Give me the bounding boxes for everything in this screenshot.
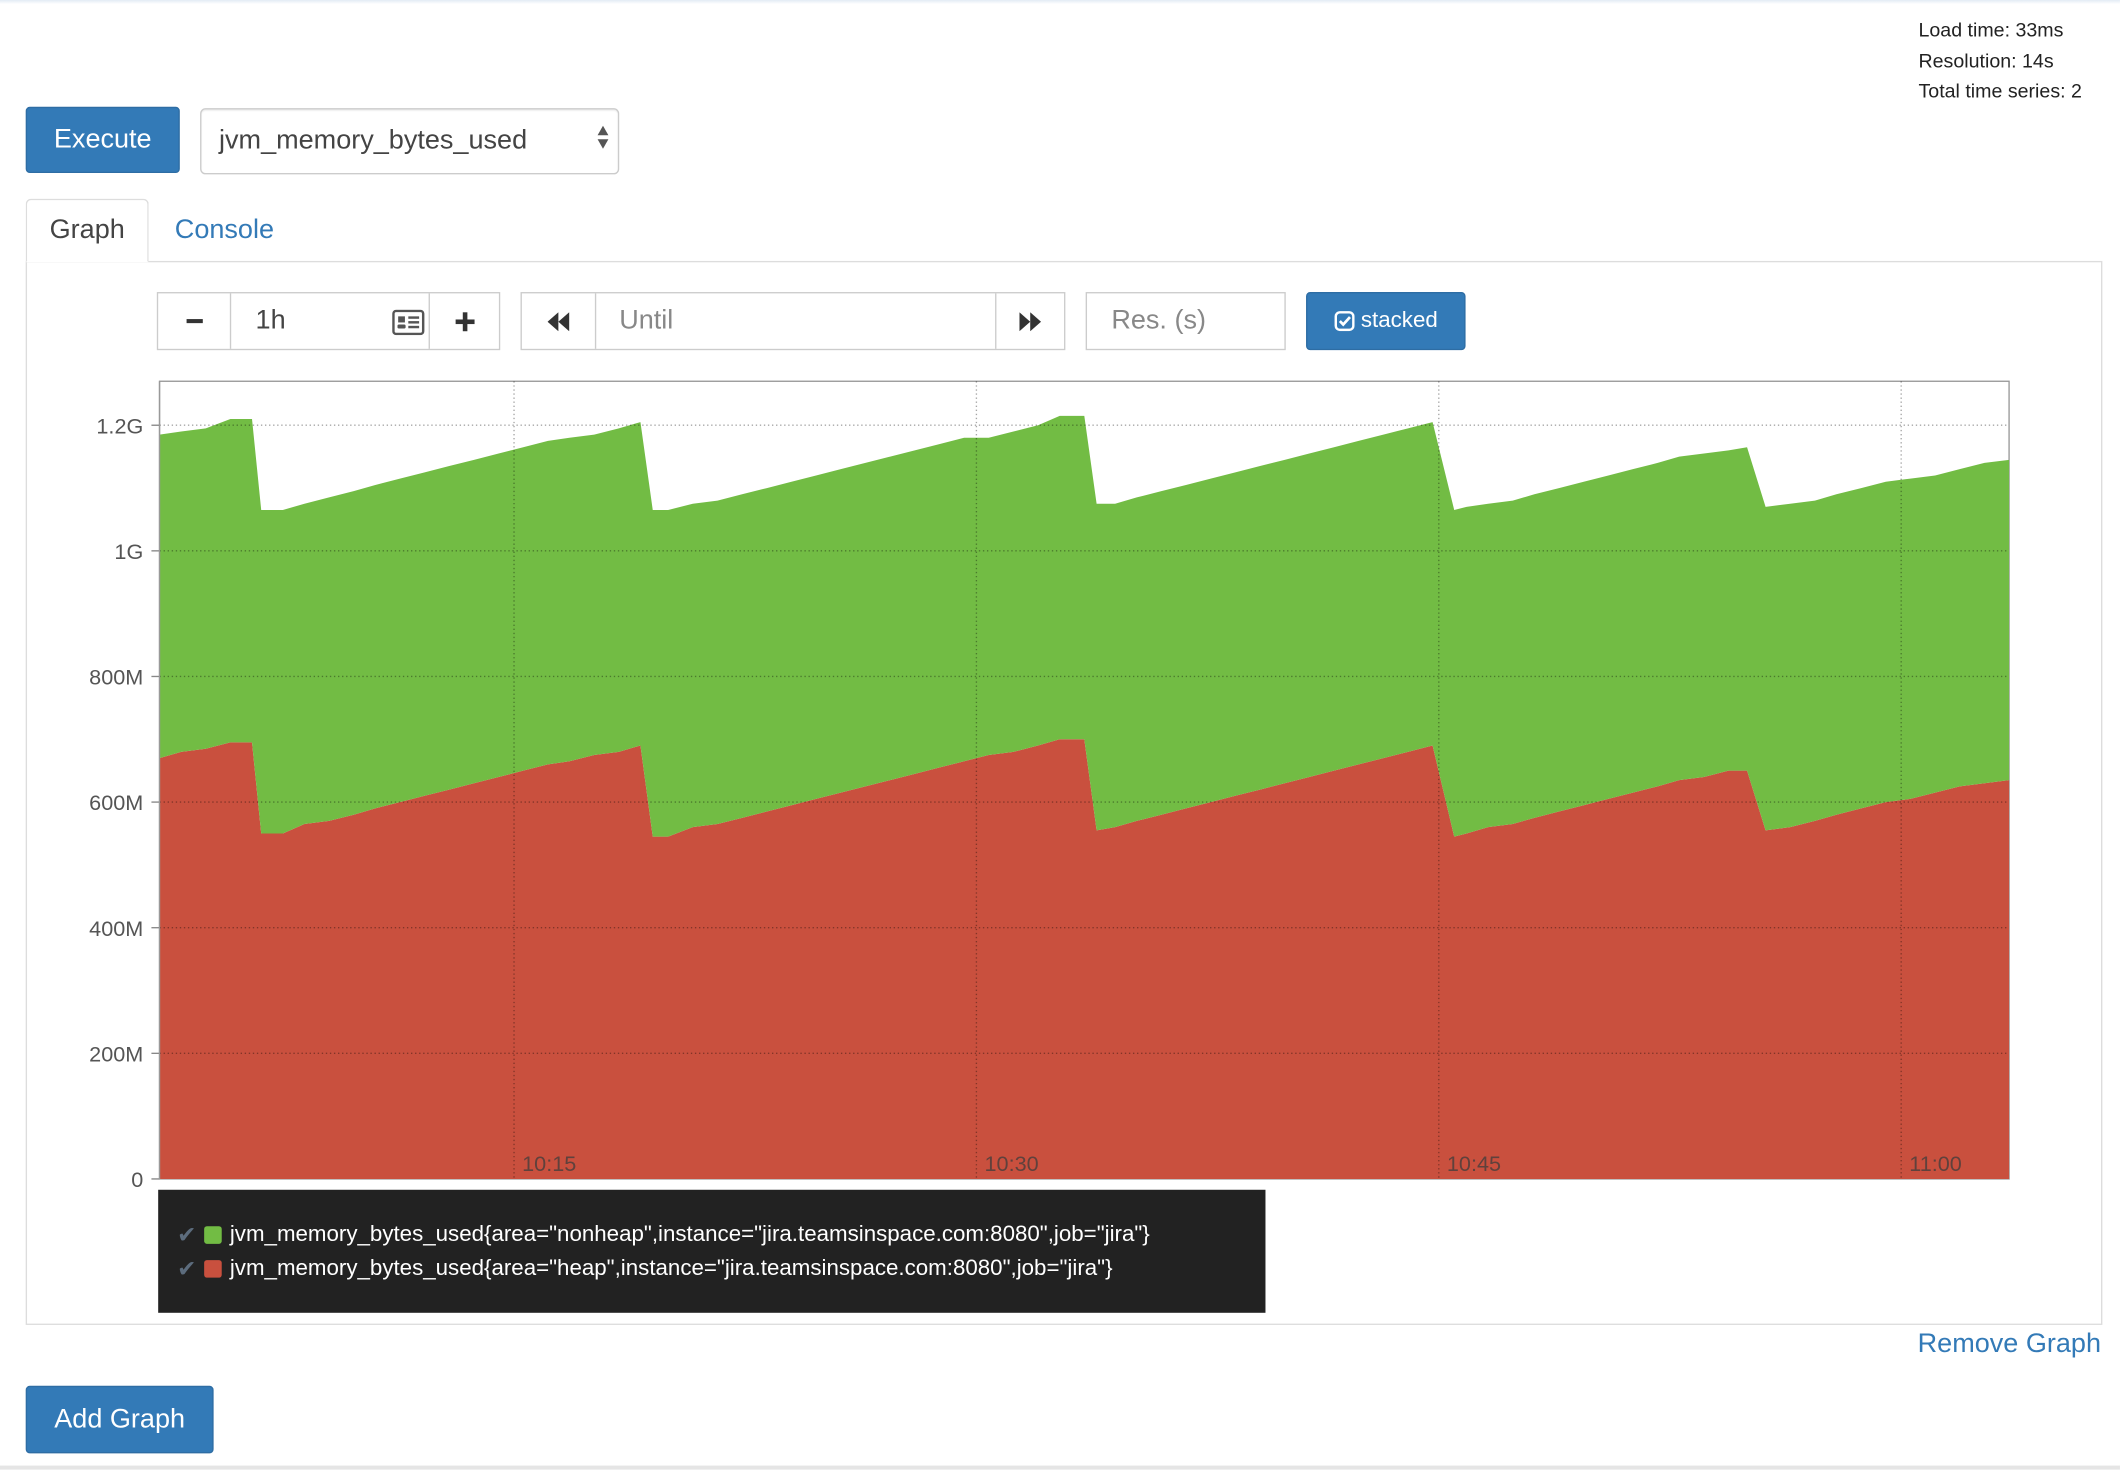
query-stats: Load time: 33ms Resolution: 14s Total ti… — [1918, 16, 2081, 107]
legend-label-heap: jvm_memory_bytes_used{area="heap",instan… — [229, 1256, 1113, 1281]
legend-swatch-heap — [204, 1260, 222, 1278]
resolution: Resolution: 14s — [1918, 50, 2054, 73]
x-tick-label-1: 10:30 — [985, 1151, 1039, 1176]
top-border — [0, 0, 2120, 5]
time-back-button[interactable] — [522, 293, 597, 349]
range-input-value: 1h — [255, 305, 286, 336]
y-tick-label-0: 0 — [131, 1167, 143, 1192]
resolution-placeholder: Res. (s) — [1111, 305, 1206, 336]
range-decrease-button[interactable] — [158, 293, 232, 349]
until-placeholder: Until — [619, 305, 674, 336]
add-graph-button[interactable]: Add Graph — [25, 1385, 214, 1454]
y-tick-label-2: 400M — [89, 916, 143, 941]
time-forward-button[interactable] — [995, 293, 1064, 349]
metric-select[interactable]: jvm_memory_bytes_used — [200, 108, 620, 175]
minus-icon — [185, 319, 203, 324]
x-tick-label-2: 10:45 — [1447, 1151, 1501, 1176]
chart-legend: ✔ jvm_memory_bytes_used{area="nonheap",i… — [158, 1189, 1266, 1313]
metric-select-value: jvm_memory_bytes_used — [219, 125, 528, 156]
load-time: Load time: 33ms — [1918, 20, 2064, 42]
y-tick-label-3: 600M — [89, 790, 143, 815]
series-area-1 — [159, 415, 2010, 837]
y-tick-label-5: 1G — [114, 539, 143, 564]
y-tick-label-1: 200M — [89, 1041, 143, 1066]
check-icon: ✔ — [177, 1221, 197, 1248]
plus-icon — [454, 311, 474, 331]
legend-swatch-nonheap — [204, 1226, 222, 1244]
y-tick-label-6: 1.2G — [96, 413, 143, 438]
range-input[interactable]: 1h — [231, 293, 428, 348]
remove-graph-link[interactable]: Remove Graph — [1917, 1329, 2102, 1359]
tab-graph[interactable]: Graph — [25, 198, 149, 263]
bottom-border — [0, 1465, 2120, 1470]
select-arrows-icon — [597, 125, 609, 149]
execute-button[interactable]: Execute — [25, 106, 180, 174]
end-time-control: Until — [520, 292, 1066, 351]
check-icon: ✔ — [177, 1255, 197, 1282]
checkbox-checked-icon — [1333, 311, 1354, 332]
legend-item-heap[interactable]: ✔ jvm_memory_bytes_used{area="heap",inst… — [177, 1252, 1112, 1286]
until-input[interactable]: Until — [596, 293, 995, 348]
legend-label-nonheap: jvm_memory_bytes_used{area="nonheap",ins… — [229, 1222, 1150, 1247]
resolution-input[interactable]: Res. (s) — [1085, 292, 1286, 351]
stacked-toggle-button[interactable]: stacked — [1306, 292, 1466, 351]
memory-area-chart: 0 200M 400M 600M 800M 1G 1.2G 10:15 10:30 10:45 11… — [89, 380, 2010, 1192]
range-increase-button[interactable] — [428, 293, 499, 349]
series-area-0 — [159, 739, 2010, 1179]
fast-forward-icon — [1018, 311, 1041, 331]
tab-console[interactable]: Console — [174, 214, 275, 245]
fast-backward-icon — [546, 311, 569, 331]
calendar-icon — [392, 309, 425, 336]
legend-item-nonheap[interactable]: ✔ jvm_memory_bytes_used{area="nonheap",i… — [177, 1218, 1150, 1252]
x-tick-label-0: 10:15 — [522, 1151, 576, 1176]
y-tick-label-4: 800M — [89, 665, 143, 690]
x-tick-label-3: 11:00 — [1909, 1151, 1962, 1176]
stacked-label: stacked — [1360, 308, 1438, 333]
total-time-series: Total time series: 2 — [1918, 81, 2082, 103]
chart-series — [159, 415, 2010, 1179]
range-control: 1h — [156, 292, 501, 351]
